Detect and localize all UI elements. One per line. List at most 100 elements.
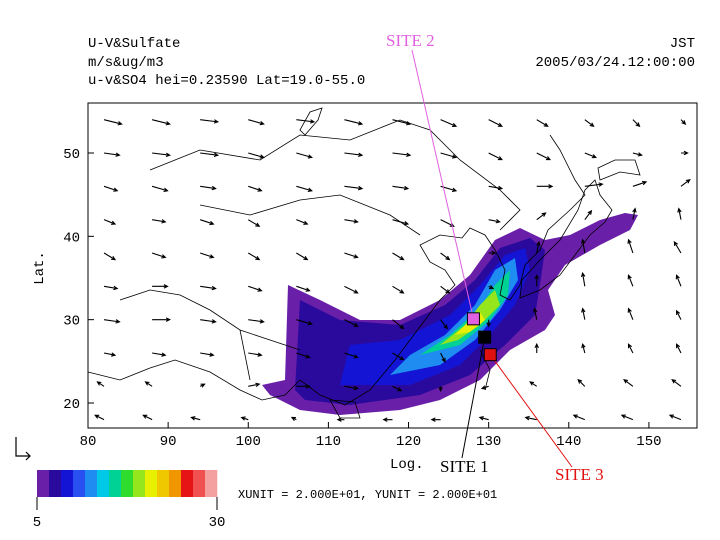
wind-arrow (536, 184, 554, 189)
wind-arrow (336, 417, 345, 422)
wind-arrow (577, 378, 586, 387)
wind-arrow (344, 152, 364, 158)
colorbar-min: 5 (33, 515, 41, 531)
x-tick-label: 100 (236, 434, 261, 450)
wind-arrow (152, 152, 171, 158)
wind-arrow (580, 271, 586, 287)
colorbar-cell (109, 470, 122, 497)
x-axis-label: Log. (390, 457, 424, 473)
wind-arrow (488, 152, 503, 161)
lake (299, 107, 323, 136)
wind-arrow (151, 252, 167, 259)
wind-arrow (680, 119, 687, 125)
wind-arrow (200, 252, 215, 259)
colorbar-cell (193, 470, 206, 497)
wind-arrow (677, 207, 682, 220)
wind-arrow (488, 119, 503, 127)
wind-arrow (392, 219, 410, 226)
plume-layer (340, 248, 530, 385)
wind-arrow (296, 152, 313, 159)
colorbar-cell (157, 470, 170, 497)
wind-arrow (627, 343, 634, 354)
site-marker (478, 330, 492, 344)
wind-arrow (440, 252, 451, 261)
colorbar: 5 30 (33, 470, 225, 531)
wind-arrow (296, 319, 313, 326)
wind-arrow (440, 119, 458, 127)
x-tick-label: 130 (476, 434, 501, 450)
plume-layer (440, 290, 500, 345)
wind-arrow (103, 352, 117, 357)
title: U-V&Sulfate (88, 36, 180, 52)
wind-arrow (488, 185, 504, 191)
wind-arrow (392, 185, 410, 191)
colorbar-cell (37, 470, 50, 497)
wind-arrow (438, 386, 443, 392)
wind-arrow (524, 415, 537, 421)
site-label: SITE 2 (386, 31, 435, 50)
wind-arrow (534, 342, 539, 353)
wind-arrow (534, 274, 539, 287)
wind-arrow (152, 317, 171, 322)
plot-frame (87, 102, 698, 429)
wind-arrow (200, 185, 217, 191)
wind-arrow (623, 378, 634, 387)
site-leader (411, 49, 474, 319)
wind-arrow (584, 209, 593, 220)
wind-arrow (296, 119, 316, 124)
wind-arrow (580, 238, 586, 254)
wind-arrow (248, 185, 263, 192)
wind-arrow (488, 250, 497, 256)
wind-arrow (290, 416, 297, 421)
wind-arrow (668, 414, 682, 421)
wind-arrow (200, 119, 220, 124)
wind-arrow (478, 416, 489, 421)
wind-arrow (680, 178, 691, 187)
unit-vector-icon (15, 437, 31, 461)
coastline (519, 179, 613, 299)
wind-arrow (680, 150, 689, 156)
wind-arrow (103, 119, 123, 126)
wind-arrow (581, 307, 586, 320)
wind-arrow (536, 119, 549, 127)
wind-arrow (94, 414, 105, 421)
plume (262, 213, 638, 415)
coastline (329, 399, 361, 419)
wind-arrow (248, 152, 265, 159)
wind-arrow (199, 383, 206, 388)
wind-arrow (382, 417, 393, 422)
x-tick-label: 140 (556, 434, 581, 450)
wind-arrow (632, 180, 648, 187)
wind-arrow (632, 152, 643, 157)
colorbar-cell (145, 470, 158, 497)
colorbar-cell (121, 470, 134, 497)
wind-arrow (671, 378, 682, 387)
border (119, 289, 301, 381)
site-label: SITE 1 (440, 457, 489, 476)
wind-arrow (632, 119, 641, 128)
wind-arrow (440, 152, 458, 159)
wind-arrow (296, 219, 309, 225)
wind-arrow (248, 319, 265, 324)
wind-arrow (536, 212, 547, 221)
wind-arrow (103, 285, 119, 291)
wind-field (94, 119, 691, 422)
wind-arrow (533, 307, 538, 320)
wind-arrow (200, 352, 215, 357)
wind-arrow (248, 352, 263, 357)
wind-arrow (620, 414, 634, 421)
wind-arrow (344, 252, 359, 259)
wind-arrow (392, 152, 412, 158)
y-tick-label: 40 (63, 230, 80, 246)
wind-arrow (488, 219, 501, 224)
wind-arrow (344, 119, 364, 126)
wind-arrow (536, 152, 552, 161)
wind-arrow (144, 381, 153, 387)
wind-arrow (296, 185, 313, 192)
colorbar-cell (181, 470, 194, 497)
wind-arrow (296, 285, 311, 292)
wind-arrow (190, 416, 201, 421)
wind-arrow (440, 285, 451, 294)
wind-arrow (103, 252, 117, 261)
